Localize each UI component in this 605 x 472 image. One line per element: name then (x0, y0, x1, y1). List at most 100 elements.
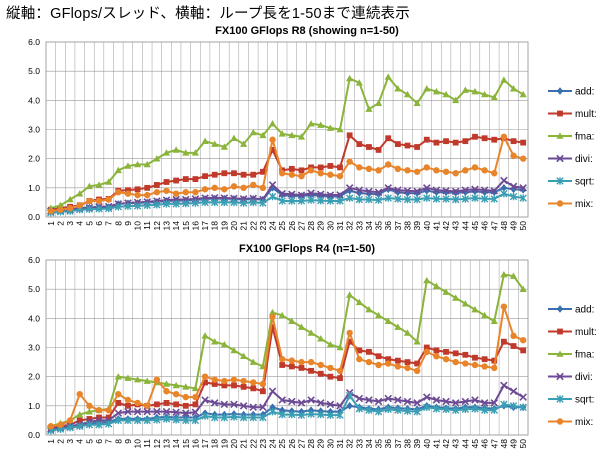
data-point (191, 384, 200, 392)
x-tick-label: 21 (239, 439, 249, 449)
data-point (269, 313, 276, 321)
data-point (432, 195, 441, 203)
data-point (452, 350, 459, 357)
data-point (230, 400, 238, 409)
x-tick-label: 19 (219, 439, 229, 449)
data-point (374, 397, 383, 406)
x-tick-label: 37 (393, 439, 403, 449)
data-point (144, 184, 151, 191)
x-tick-label: 22 (248, 221, 258, 231)
x-tick-label: 30 (325, 221, 335, 231)
data-point (259, 199, 267, 207)
data-point (394, 165, 402, 173)
y-tick-label: 4.0 (28, 313, 40, 323)
x-tick-label: 35 (374, 221, 384, 231)
data-point (133, 416, 142, 425)
legend-item: fma: (548, 132, 594, 143)
data-point (385, 161, 392, 168)
data-point (172, 390, 180, 398)
data-point (278, 130, 286, 137)
legend-label: fma: (575, 132, 594, 143)
data-point (231, 170, 237, 177)
data-point (500, 381, 508, 390)
data-point (385, 185, 392, 194)
data-point (298, 167, 305, 174)
data-point (461, 195, 470, 203)
data-point (220, 413, 229, 422)
x-tick-label: 26 (287, 221, 297, 231)
x-tick-label: 5 (84, 221, 94, 226)
data-point (413, 195, 421, 204)
legend-swatch-marker (556, 305, 564, 313)
data-point (462, 351, 469, 358)
data-point (433, 167, 440, 174)
y-tick-label: 6.0 (28, 255, 40, 265)
data-point (298, 172, 305, 180)
data-point (211, 413, 219, 422)
data-point (433, 347, 440, 354)
data-point (500, 76, 508, 83)
legend-swatch-marker (556, 372, 564, 381)
data-point (211, 171, 218, 178)
data-point (239, 402, 248, 410)
legend-label: add: (575, 87, 594, 98)
data-point (471, 396, 479, 404)
data-point (268, 387, 277, 396)
data-point (259, 380, 267, 388)
data-point (327, 364, 334, 372)
x-tick-label: 45 (470, 221, 480, 231)
legend-label: mix: (575, 199, 593, 210)
data-point (240, 352, 248, 360)
data-point (442, 355, 450, 363)
data-point (221, 377, 228, 385)
data-point (394, 363, 402, 370)
data-point (490, 186, 499, 195)
data-point (66, 205, 74, 212)
data-point (451, 187, 460, 196)
data-point (307, 189, 315, 197)
data-point (153, 401, 160, 408)
data-point (384, 394, 392, 403)
x-tick-label: 18 (210, 221, 220, 231)
legend-item: divi: (548, 154, 593, 165)
data-point (509, 192, 518, 201)
data-point (336, 402, 344, 410)
data-point (509, 387, 518, 396)
data-point (192, 176, 199, 182)
x-tick-label: 7 (104, 439, 114, 444)
data-point (336, 125, 344, 133)
x-tick-label: 2 (55, 439, 65, 444)
data-point (414, 144, 421, 150)
x-tick-label: 25 (277, 439, 287, 449)
data-point (519, 155, 527, 162)
data-point (86, 402, 93, 410)
legend-label: mult: (575, 327, 597, 338)
data-point (490, 93, 498, 101)
x-tick-label: 10 (133, 439, 143, 449)
data-point (394, 85, 402, 92)
legend-swatch-marker (556, 200, 564, 207)
chart-title: FX100 GFlops R8 (showing n=1-50) (215, 25, 399, 37)
series-mult (47, 132, 527, 213)
data-point (288, 197, 296, 205)
data-point (491, 170, 498, 177)
data-point (297, 191, 306, 199)
data-point (201, 396, 209, 404)
data-point (182, 409, 190, 417)
data-point (374, 407, 383, 416)
x-tick-label: 23 (258, 439, 268, 449)
data-point (239, 413, 248, 422)
x-tick-label: 33 (354, 221, 364, 231)
data-point (307, 329, 315, 336)
data-point (317, 121, 325, 128)
legend-swatch-marker (556, 87, 564, 95)
x-tick-label: 28 (306, 439, 316, 449)
legend-label: sqrt: (575, 177, 594, 188)
data-point (268, 192, 277, 201)
data-point (85, 421, 94, 429)
data-point (500, 189, 508, 198)
x-tick-label: 25 (277, 221, 287, 231)
data-point (317, 170, 324, 177)
data-point (423, 184, 431, 192)
data-point (172, 190, 180, 197)
